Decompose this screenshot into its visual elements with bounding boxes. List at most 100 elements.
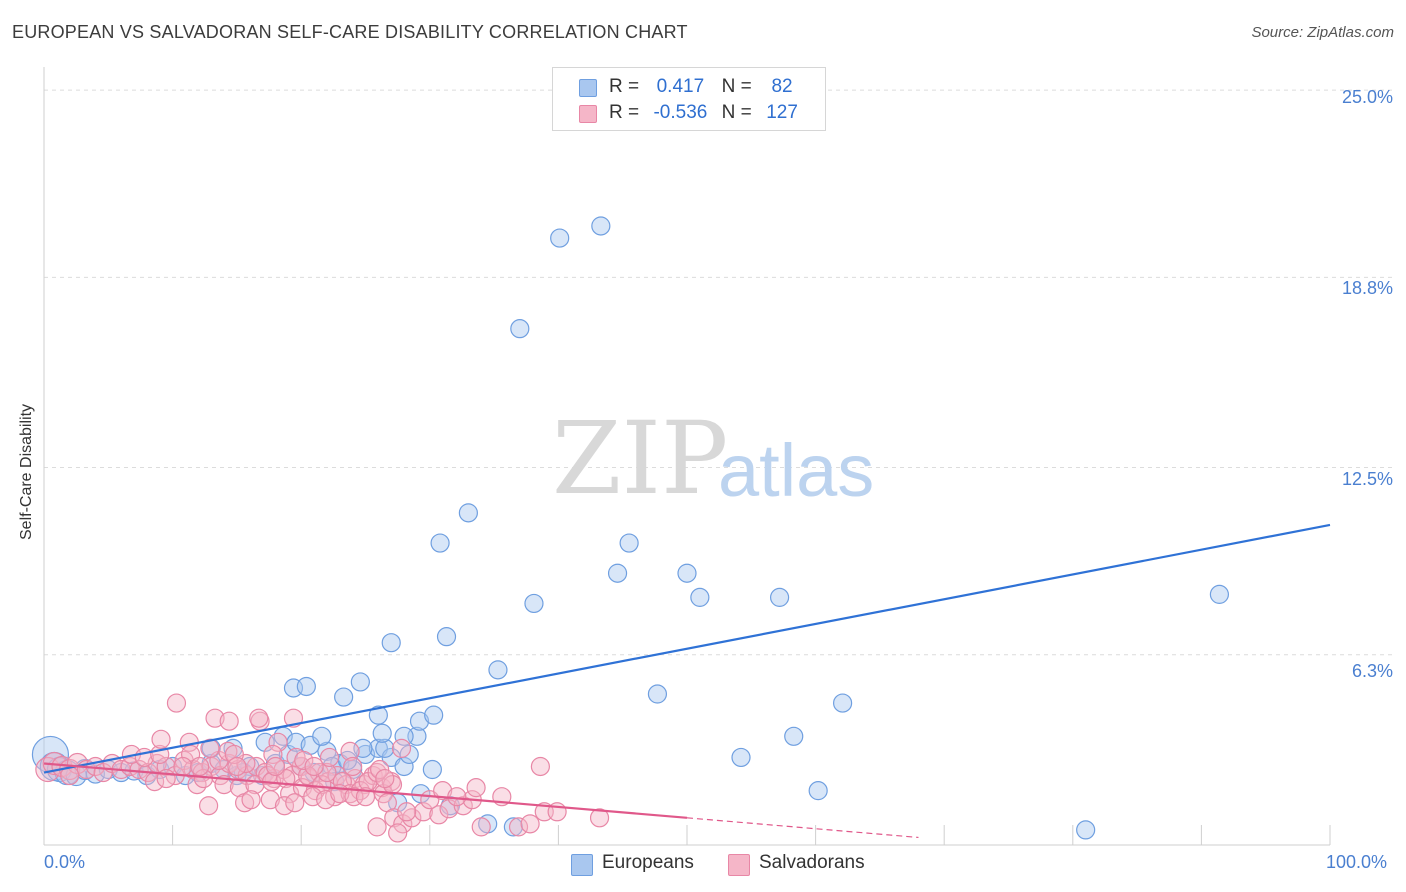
point-salvadorans [285,793,305,813]
point-europeans [350,672,370,692]
point-salvadorans [304,756,324,777]
legend-n-value: 82 [771,76,793,97]
legend-r-value: -0.536 [653,102,708,123]
chart-title: EUROPEAN VS SALVADORAN SELF-CARE DISABIL… [12,22,688,42]
y-tick-label: 6.3% [1351,661,1393,681]
y-tick-label: 18.8% [1341,278,1393,298]
point-europeans [436,627,457,647]
point-europeans [312,726,332,746]
point-europeans [769,587,790,607]
point-salvadorans [316,790,336,810]
point-europeans [619,533,639,553]
bottom-legend-label-europeans: Europeans [602,852,694,873]
point-europeans [394,726,414,746]
point-salvadorans [344,787,364,807]
point-europeans [334,687,354,707]
point-salvadorans [319,747,340,768]
point-salvadorans [375,768,395,789]
bottom-legend-label-salvadorans: Salvadorans [759,852,865,873]
point-europeans [784,726,804,746]
legend-swatch-salvadorans [579,105,597,123]
point-europeans [607,563,628,583]
point-salvadorans [294,750,314,771]
point-salvadorans [466,778,486,798]
point-salvadorans [260,790,280,810]
point-salvadorans [190,756,210,777]
point-salvadorans [173,756,193,777]
point-salvadorans [508,817,529,837]
point-salvadorans [520,814,540,834]
point-salvadorans [265,756,286,777]
point-salvadorans [413,802,433,822]
x-tick-label-max: 100.0% [1326,852,1388,872]
point-salvadorans [241,790,261,810]
y-axis-label: Self-Care Disability [18,403,35,540]
point-europeans [430,533,450,553]
legend-r-label: R = [609,102,640,123]
point-salvadorans [589,808,610,828]
point-salvadorans [268,732,288,752]
point-salvadorans [263,744,283,765]
x-tick-label-min: 0.0% [44,852,86,872]
point-europeans [833,693,853,713]
point-salvadorans [219,711,239,731]
point-salvadorans [370,759,390,780]
point-salvadorans [439,799,459,819]
point-europeans [375,738,395,758]
watermark-zip: ZIP [552,400,729,517]
point-salvadorans [343,756,363,777]
bottom-legend-swatch-salvadorans [728,854,750,876]
point-europeans [488,660,508,680]
point-europeans [409,711,430,731]
y-tick-label: 25.0% [1341,87,1393,107]
point-salvadorans [249,708,269,728]
point-europeans [399,744,419,765]
point-salvadorans [433,781,453,801]
point-europeans [510,319,530,339]
point-europeans [731,747,751,768]
watermark-atlas: atlas [718,429,875,512]
point-europeans [503,817,523,837]
legend-swatch-europeans [579,79,597,97]
point-salvadorans [367,762,387,783]
point-europeans [368,705,388,725]
legend-r-value: 0.417 [656,76,705,97]
legend-n-label: N = [721,76,752,97]
point-salvadorans [205,708,225,728]
point-salvadorans [200,738,220,758]
point-europeans [1076,820,1096,840]
point-europeans [424,705,444,725]
point-salvadorans [429,805,449,825]
trend-line-europeans [43,523,1331,774]
point-europeans [422,759,442,780]
point-salvadorans [388,823,408,843]
point-europeans [550,228,570,248]
correlation-legend: R = 0.417 N = 82 R = -0.536 N = 127 [552,67,826,131]
point-europeans [677,563,697,583]
point-europeans [85,764,106,784]
point-salvadorans [332,771,352,792]
point-salvadorans [367,817,387,837]
point-salvadorans [151,729,171,749]
bottom-legend-swatch-europeans [571,854,593,876]
point-salvadorans [227,756,247,777]
point-europeans [524,593,544,614]
y-tick-label: 12.5% [1341,469,1393,489]
point-salvadorans [229,778,250,798]
point-salvadorans [397,802,417,822]
point-salvadorans [447,787,467,807]
point-europeans [690,587,710,607]
point-salvadorans [355,787,376,807]
point-europeans [647,684,668,704]
legend-r-label: R = [609,76,640,97]
point-salvadorans [530,756,550,777]
point-salvadorans [224,744,244,765]
point-salvadorans [199,796,219,816]
source-label: Source: ZipAtlas.com [1251,24,1394,41]
legend-n-value: 127 [766,102,798,123]
trend-line-salvadorans [43,762,688,819]
point-salvadorans [402,808,422,828]
point-europeans [808,781,828,801]
point-salvadorans [286,747,306,768]
point-europeans [1209,584,1230,604]
